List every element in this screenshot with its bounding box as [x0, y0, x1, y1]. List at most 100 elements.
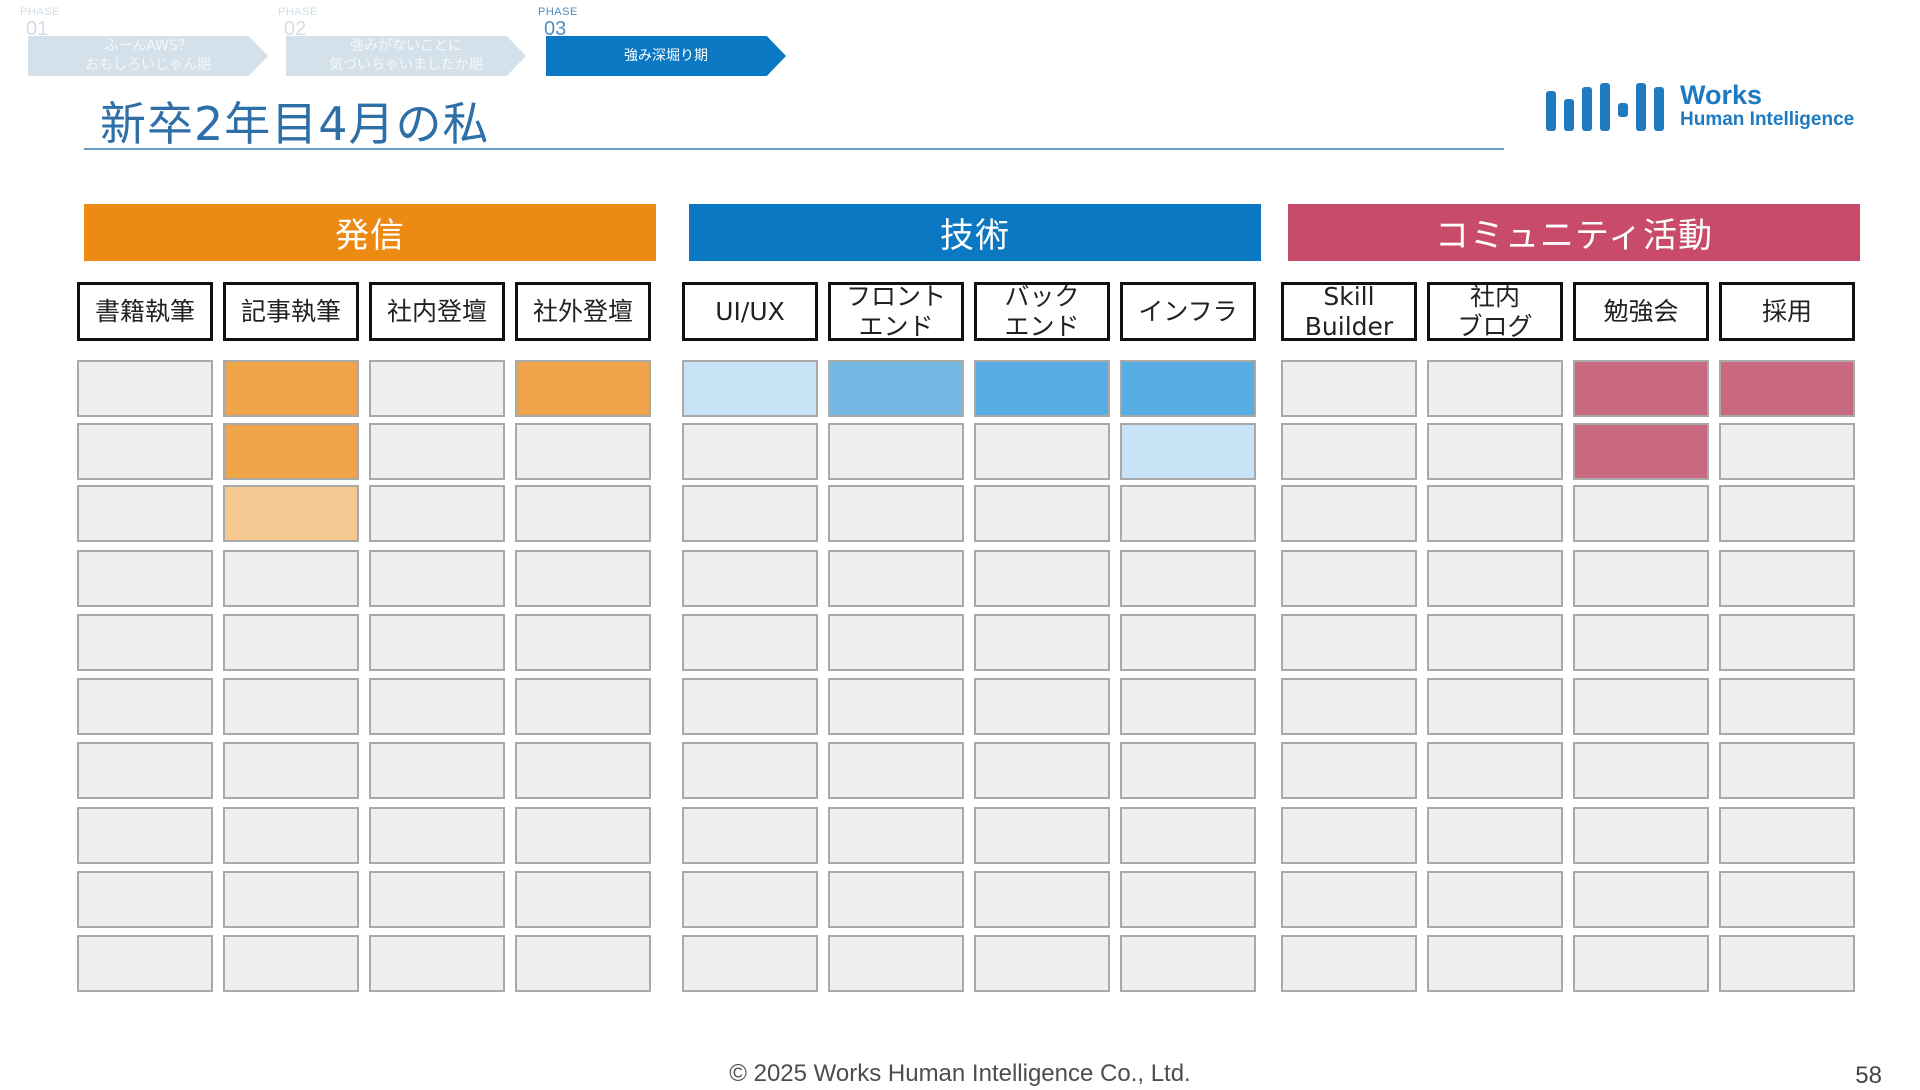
skill-column: 社外登壇	[515, 282, 651, 992]
skill-column: UI/UX	[682, 282, 818, 992]
skill-level-cell	[1281, 935, 1417, 992]
skill-level-cell	[974, 678, 1110, 735]
skill-level-cell	[1573, 742, 1709, 799]
skill-level-cell	[1427, 360, 1563, 417]
column-label: 書籍執筆	[77, 282, 213, 341]
column-label: 勉強会	[1573, 282, 1709, 341]
skill-level-cell	[1427, 614, 1563, 671]
skill-level-cell	[1281, 550, 1417, 607]
skill-level-cell	[1120, 614, 1256, 671]
skill-level-cell	[682, 871, 818, 928]
skill-level-cell	[828, 614, 964, 671]
column-group: UI/UX フロント エンド バック エンド インフラ	[682, 282, 1262, 1082]
title-underline	[84, 148, 1504, 150]
phase-tag: PHASE	[538, 6, 578, 18]
skill-level-cell	[828, 550, 964, 607]
skill-level-cell	[828, 485, 964, 542]
skill-column: 勉強会	[1573, 282, 1709, 992]
skill-level-cell	[1427, 678, 1563, 735]
phase-tag: PHASE	[20, 6, 60, 18]
skill-column: フロント エンド	[828, 282, 964, 992]
skill-level-cell	[369, 550, 505, 607]
skill-level-cell	[682, 742, 818, 799]
category-header: 技術	[689, 204, 1261, 261]
skill-level-cell	[828, 935, 964, 992]
skill-level-cell	[974, 935, 1110, 992]
skill-level-cell	[515, 550, 651, 607]
skill-level-cell	[223, 550, 359, 607]
skill-level-cell	[974, 550, 1110, 607]
phase-tag: PHASE	[278, 6, 318, 18]
logo-bars-icon	[1546, 83, 1666, 133]
skill-level-cell	[1573, 614, 1709, 671]
skill-level-cell	[1120, 935, 1256, 992]
skill-level-cell	[1427, 423, 1563, 480]
skill-level-cell	[223, 614, 359, 671]
skill-level-cell	[223, 935, 359, 992]
phase-01: PHASE 01 ふーんAWS？ おもしろいじゃん期	[20, 0, 280, 80]
page-number: 58	[1855, 1062, 1882, 1089]
category-header: コミュニティ活動	[1288, 204, 1860, 261]
skill-level-cell	[1120, 807, 1256, 864]
skill-level-cell	[682, 423, 818, 480]
skill-level-cell	[1719, 550, 1855, 607]
skill-level-cell	[974, 614, 1110, 671]
skill-level-cell	[828, 423, 964, 480]
skill-level-cell	[77, 360, 213, 417]
skill-level-cell	[369, 871, 505, 928]
skill-level-cell	[77, 871, 213, 928]
skill-level-cell	[974, 871, 1110, 928]
skill-level-cell	[223, 678, 359, 735]
skill-level-cell	[1281, 742, 1417, 799]
column-label: 社内 ブログ	[1427, 282, 1563, 341]
skill-level-cell	[1573, 423, 1709, 480]
skill-level-cell	[369, 935, 505, 992]
skill-level-cell	[682, 678, 818, 735]
phase-number: 01	[26, 18, 49, 40]
skill-level-cell	[515, 935, 651, 992]
skill-level-cell	[1120, 678, 1256, 735]
phase-arrow-label: 強み深堀り期	[546, 36, 786, 76]
skill-level-cell	[1573, 807, 1709, 864]
column-label: インフラ	[1120, 282, 1256, 341]
skill-level-cell	[1719, 423, 1855, 480]
skill-column: 社内登壇	[369, 282, 505, 992]
column-label: Skill Builder	[1281, 282, 1417, 341]
skill-level-cell	[1281, 678, 1417, 735]
skill-level-cell	[515, 678, 651, 735]
column-label: 採用	[1719, 282, 1855, 341]
skill-level-cell	[1427, 807, 1563, 864]
skill-level-cell	[1120, 742, 1256, 799]
skill-column: Skill Builder	[1281, 282, 1417, 992]
skill-level-cell	[77, 423, 213, 480]
skill-level-cell	[828, 360, 964, 417]
logo-wordmark: Works	[1680, 80, 1763, 110]
column-label: 記事執筆	[223, 282, 359, 341]
skill-level-cell	[1427, 742, 1563, 799]
skill-column: バック エンド	[974, 282, 1110, 992]
column-label: フロント エンド	[828, 282, 964, 341]
skill-level-cell	[828, 678, 964, 735]
skill-level-cell	[223, 485, 359, 542]
skill-level-cell	[682, 614, 818, 671]
skill-column: インフラ	[1120, 282, 1256, 992]
phase-number: 03	[544, 18, 567, 40]
skill-level-cell	[828, 871, 964, 928]
category-header: 発信	[84, 204, 656, 261]
skill-level-cell	[1281, 423, 1417, 480]
skill-level-cell	[682, 485, 818, 542]
skill-level-cell	[1719, 360, 1855, 417]
skill-level-cell	[515, 360, 651, 417]
skill-column: 記事執筆	[223, 282, 359, 992]
skill-level-cell	[1573, 360, 1709, 417]
skill-level-cell	[223, 423, 359, 480]
skill-level-cell	[515, 485, 651, 542]
skill-level-cell	[1427, 871, 1563, 928]
skill-level-cell	[1120, 871, 1256, 928]
column-group: Skill Builder 社内 ブログ 勉強会 採用	[1281, 282, 1861, 1082]
skill-column: 書籍執筆	[77, 282, 213, 992]
section-gijutsu: 技術 UI/UX フロント エンド バック エンド インフラ	[682, 204, 1261, 992]
skill-level-cell	[223, 360, 359, 417]
skill-level-cell	[369, 423, 505, 480]
skill-level-cell	[369, 807, 505, 864]
